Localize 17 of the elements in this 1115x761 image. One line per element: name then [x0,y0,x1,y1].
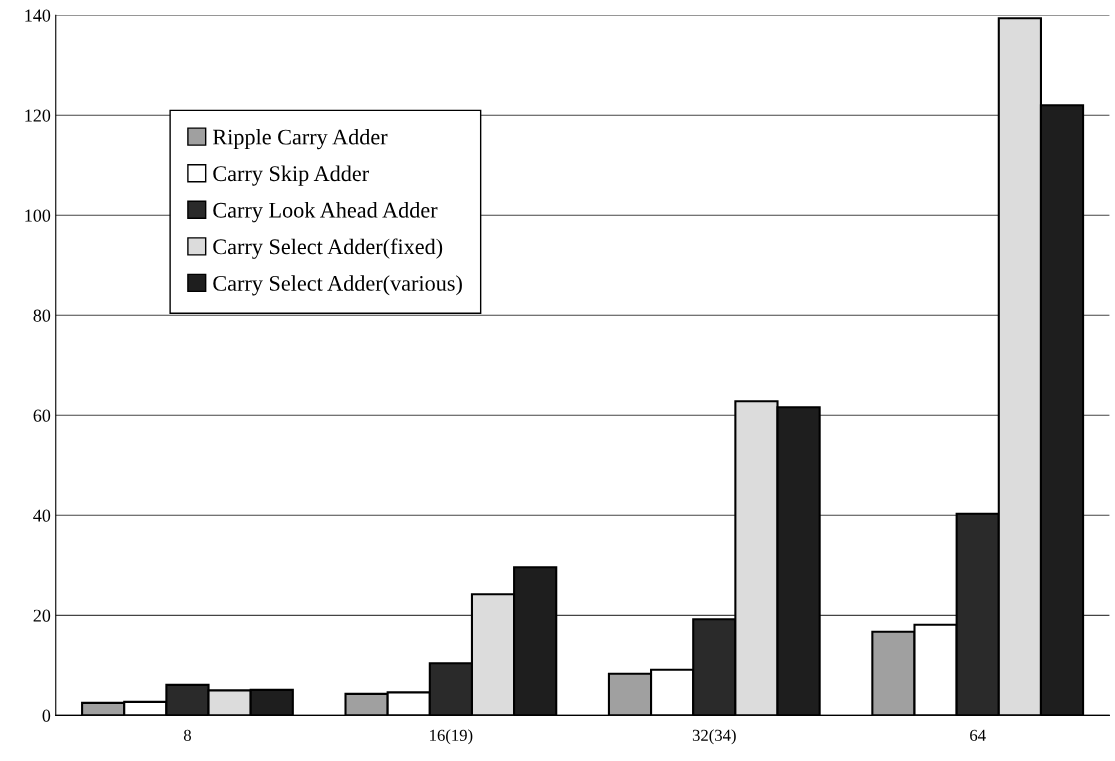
x-tick-label: 8 [183,729,191,741]
x-tick-label: 16(19) [430,729,473,745]
y-tick-label: 40 [33,509,51,522]
legend-label: Carry Select Adder(fixed) [213,238,443,259]
legend-label: Carry Look Ahead Adder [213,202,438,223]
x-tick-label: 64 [970,729,986,741]
y-tick-label: 80 [33,309,51,322]
y-tick-label: 140 [25,9,51,22]
legend-label: Ripple Carry Adder [212,128,388,150]
legend-label: Carry Select Adder(various) [213,275,462,296]
y-tick-label: 120 [25,109,51,122]
y-tick-label: 0 [42,709,51,722]
y-tick-label: 100 [25,209,51,222]
legend-label: Carry Skip Adder [213,165,369,186]
y-tick-label: 60 [33,409,51,422]
y-tick-label: 20 [33,609,51,622]
x-tick-label: 32(34) [692,729,736,745]
